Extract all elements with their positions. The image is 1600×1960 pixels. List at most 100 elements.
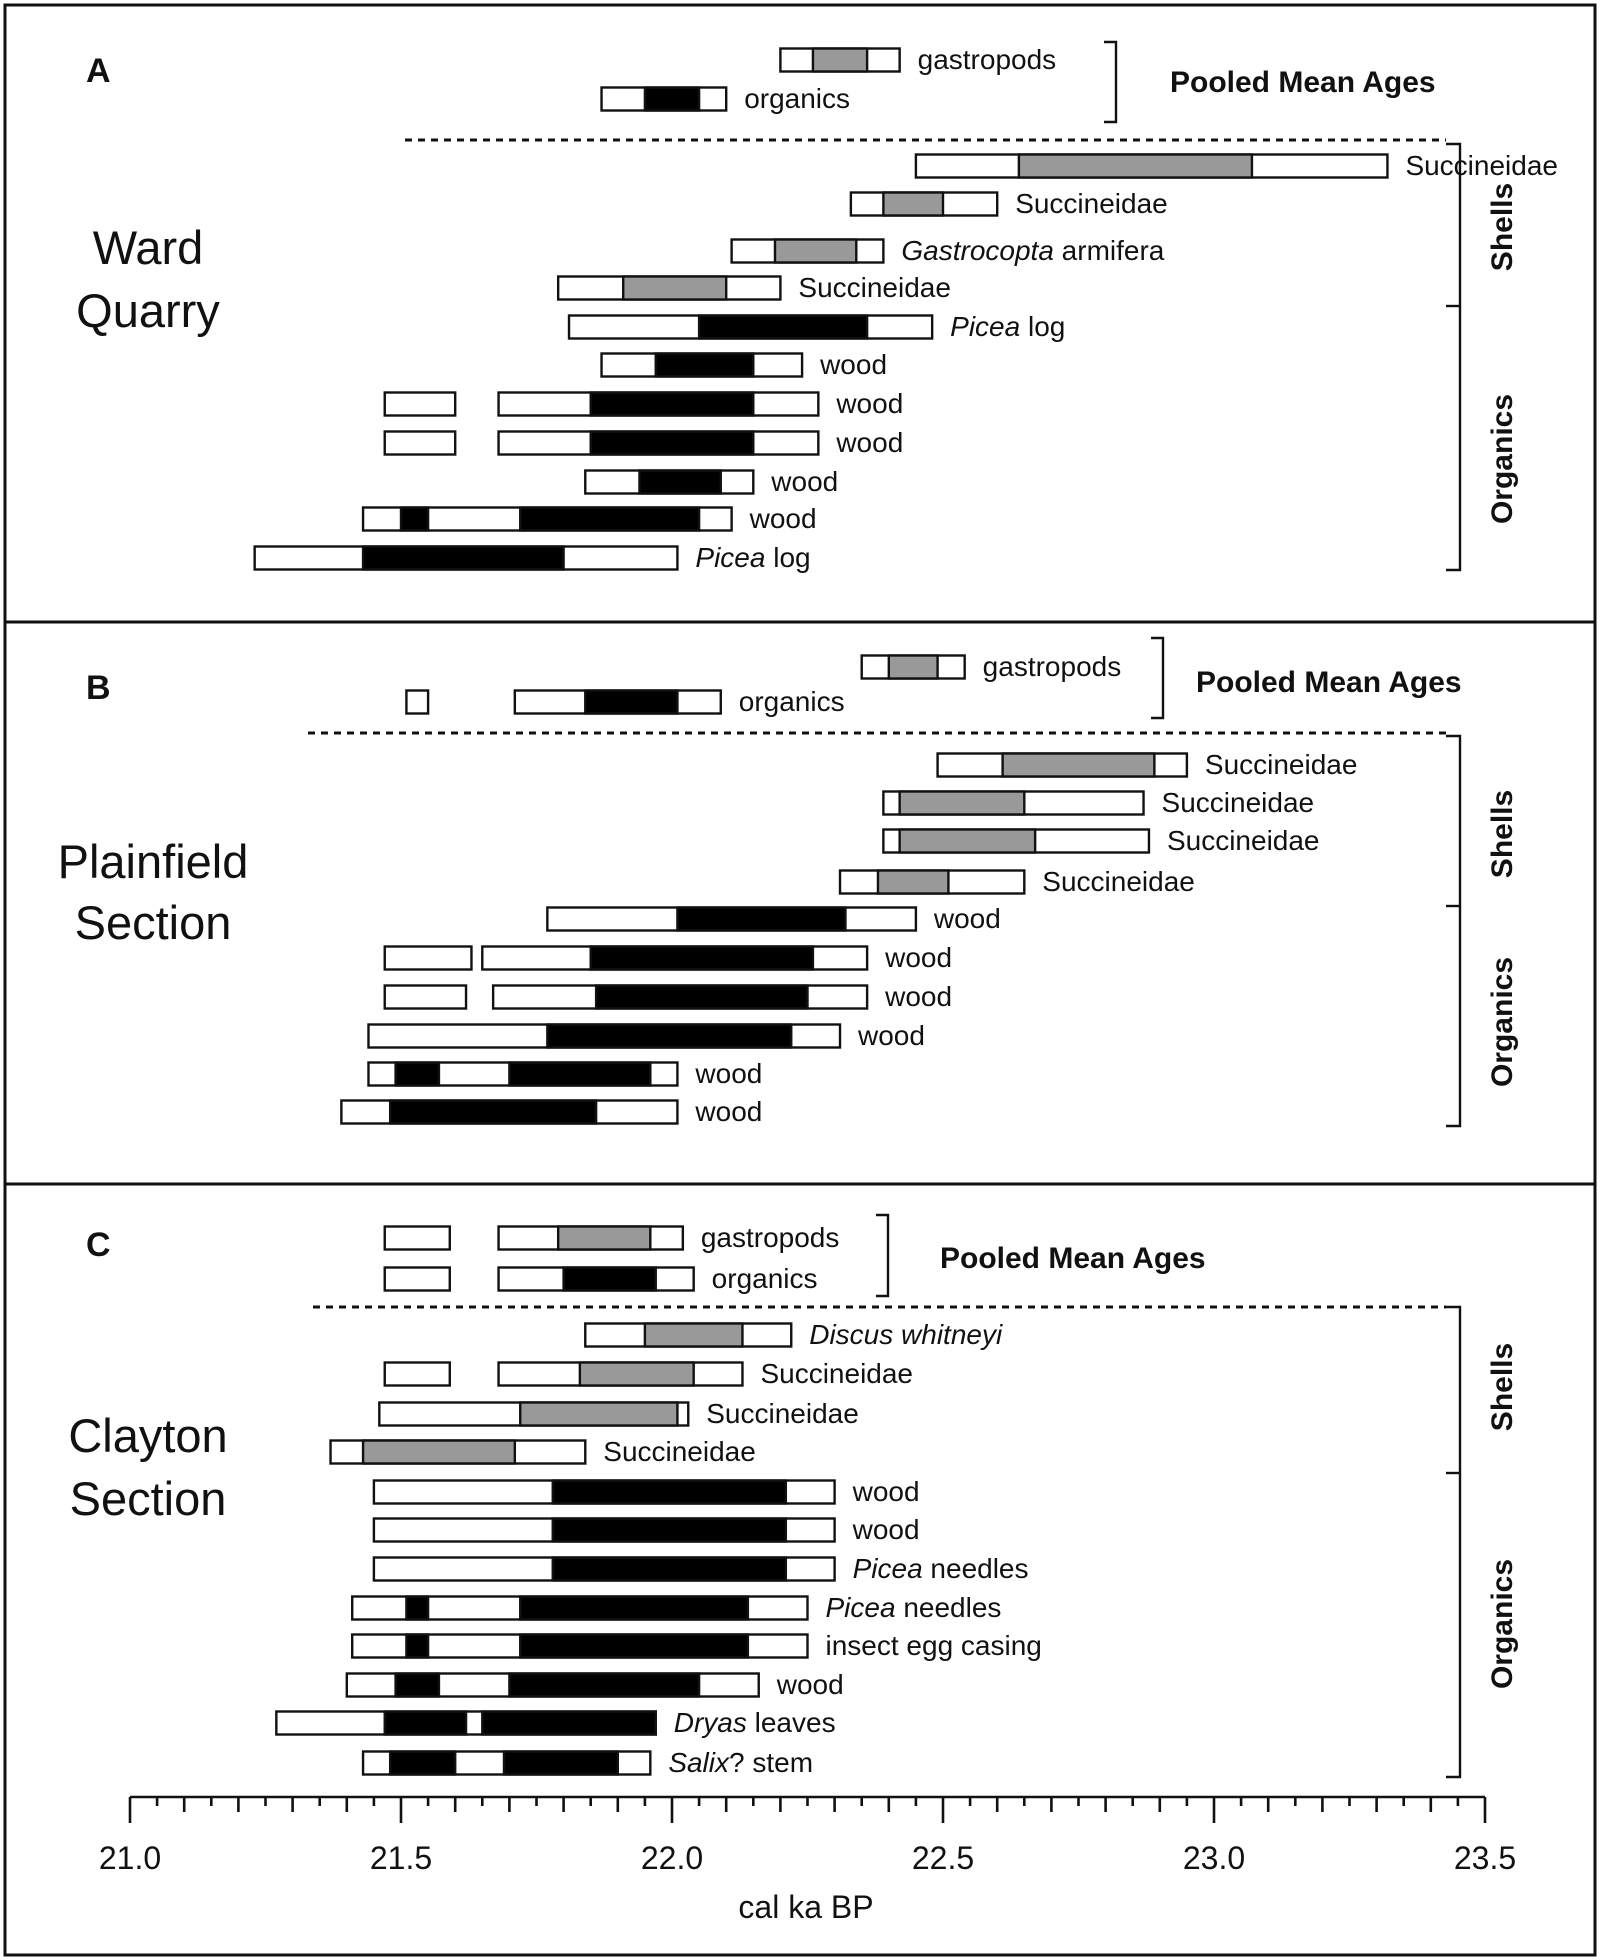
- sample-label: wood: [857, 1020, 925, 1051]
- core-range: [361, 1439, 517, 1465]
- core-range: [643, 86, 701, 112]
- x-axis-title: cal ka BP: [738, 1889, 873, 1925]
- shells-group-label: Shells: [1486, 1343, 1519, 1431]
- core-range: [551, 1517, 788, 1543]
- sample-label: wood: [884, 981, 952, 1012]
- core-range: [887, 654, 939, 680]
- sample-label: Picea log: [695, 542, 810, 573]
- core-range: [594, 984, 809, 1010]
- core-range: [898, 790, 1026, 816]
- core-range: [589, 945, 815, 971]
- group-bracket: [1446, 142, 1462, 572]
- range-box: [383, 945, 473, 971]
- sample-label: wood: [770, 466, 838, 497]
- core-range: [584, 689, 679, 715]
- core-range: [394, 1061, 441, 1087]
- core-range: [676, 906, 847, 932]
- core-range: [556, 1225, 652, 1251]
- sample-bar: [383, 945, 869, 971]
- sample-label: Picea needles: [853, 1553, 1029, 1584]
- sample-bar: [372, 1556, 836, 1582]
- age-bars: [253, 47, 1389, 1776]
- sample-bar: [849, 191, 999, 217]
- sample-label: wood: [835, 427, 903, 458]
- sample-label: wood: [852, 1514, 920, 1545]
- sample-label: Gastrocopta armifera: [901, 235, 1164, 266]
- sample-bar: [600, 352, 804, 378]
- sample-label: wood: [749, 503, 817, 534]
- sample-label: Succineidae: [1205, 749, 1358, 780]
- panel-letter: A: [86, 52, 111, 90]
- sample-bar: [584, 469, 755, 495]
- x-axis: 21.0 21.5 22.0 22.5 23.0 23.5 cal ka BP: [99, 1795, 1516, 1925]
- range-box: [383, 430, 457, 456]
- sample-bar: [383, 430, 820, 456]
- sample-label: Succineidae: [1405, 150, 1558, 181]
- sample-bar: [936, 752, 1189, 778]
- site-name: Ward: [93, 221, 204, 274]
- sample-label: Picea log: [950, 311, 1065, 342]
- group-bracket: [1446, 734, 1462, 1128]
- x-tick-label: 21.0: [99, 1840, 161, 1876]
- pooled-bracket: [1151, 636, 1165, 720]
- site-name: Clayton: [68, 1409, 227, 1462]
- organics-group-label: Organics: [1486, 394, 1519, 524]
- panel-letter: C: [86, 1226, 111, 1264]
- core-range: [578, 1361, 695, 1387]
- sample-label: Succineidae: [706, 1398, 859, 1429]
- range-box: [405, 689, 430, 715]
- sample-bar: [351, 1595, 809, 1621]
- shells-group-label: Shells: [1486, 183, 1519, 271]
- sample-bar: [361, 1750, 652, 1776]
- pooled-label: organics: [744, 83, 850, 114]
- site-name: Quarry: [76, 284, 220, 337]
- panel-frame-c: [3, 1182, 1597, 1957]
- sample-bar: [730, 238, 885, 264]
- sample-label: wood: [852, 1476, 920, 1507]
- sample-bar: [383, 391, 820, 417]
- core-range: [1017, 153, 1254, 179]
- core-range: [394, 1672, 441, 1698]
- range-box: [383, 1266, 451, 1292]
- core-range: [589, 391, 755, 417]
- core-range: [876, 869, 950, 895]
- sample-label: Salix? stem: [668, 1747, 813, 1778]
- pooled-title: Pooled Mean Ages: [1196, 666, 1462, 699]
- sample-label: Dryas leaves: [674, 1707, 836, 1738]
- x-tick-label: 22.5: [912, 1840, 974, 1876]
- core-range: [405, 1595, 430, 1621]
- sample-bar: [556, 275, 782, 301]
- core-range: [388, 1099, 598, 1125]
- pooled-bar: [860, 654, 966, 680]
- sample-bar: [340, 1099, 679, 1125]
- sample-bar: [361, 506, 733, 532]
- panel-letter: B: [86, 669, 111, 707]
- sample-bar: [367, 1023, 842, 1049]
- core-range: [519, 1595, 750, 1621]
- range-box: [383, 391, 457, 417]
- core-range: [551, 1556, 788, 1582]
- pooled-bar: [383, 1266, 695, 1292]
- core-range: [508, 1672, 701, 1698]
- core-range: [562, 1266, 657, 1292]
- sample-label: Succineidae: [798, 272, 951, 303]
- x-tick-label: 21.5: [370, 1840, 432, 1876]
- sample-bar: [546, 906, 918, 932]
- sample-bar: [345, 1672, 760, 1698]
- sample-bar: [372, 1479, 836, 1505]
- sample-bar: [378, 1401, 690, 1427]
- core-range: [654, 352, 755, 378]
- sample-label: wood: [694, 1096, 762, 1127]
- sample-label: Discus whitneyi: [809, 1319, 1003, 1350]
- core-range: [551, 1479, 788, 1505]
- core-range: [1001, 752, 1156, 778]
- core-range: [519, 1401, 679, 1427]
- pooled-label: gastropods: [701, 1222, 840, 1253]
- panel-frames: [3, 3, 1597, 1957]
- sample-bar: [383, 984, 869, 1010]
- sample-label: Succineidae: [1167, 825, 1320, 856]
- sample-bar: [372, 1517, 836, 1543]
- pooled-label: gastropods: [918, 44, 1057, 75]
- core-range: [388, 1750, 457, 1776]
